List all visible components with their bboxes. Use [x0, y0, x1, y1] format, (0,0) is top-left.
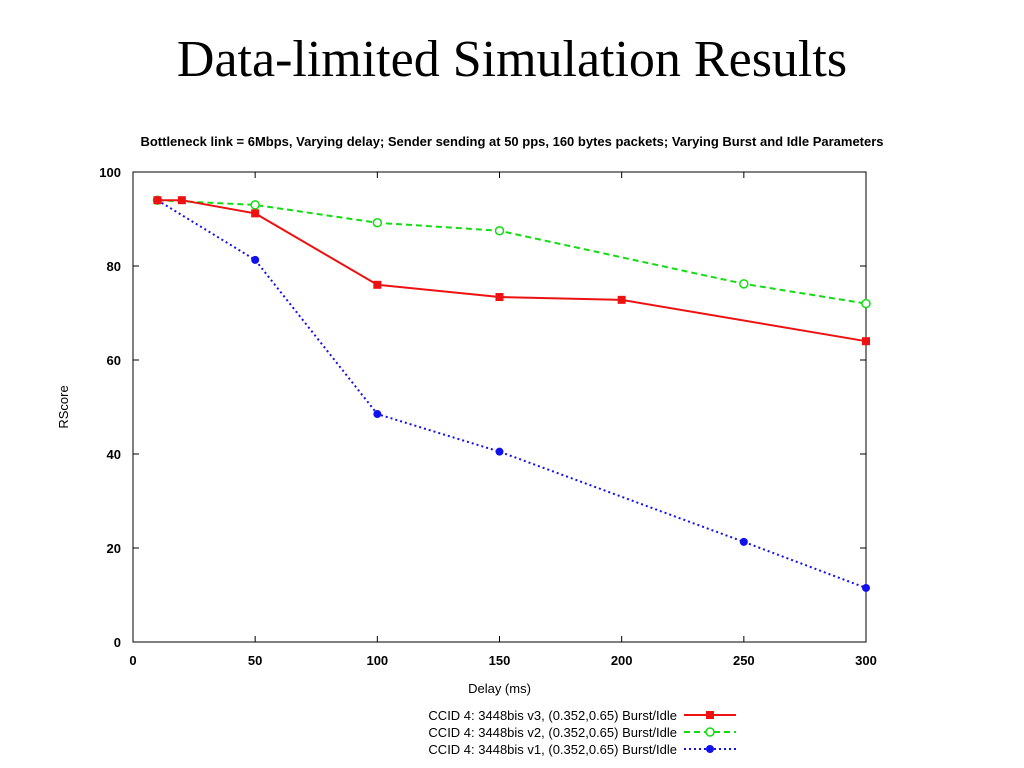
x-tick-label: 0 [129, 653, 136, 668]
data-point [251, 255, 260, 264]
data-point [862, 583, 870, 592]
legend-label: CCID 4: 3448bis v2, (0.352,0.65) Burst/I… [428, 725, 677, 740]
chart-title: Bottleneck link = 6Mbps, Varying delay; … [140, 134, 884, 149]
y-axis-label: RScore [56, 385, 71, 428]
data-point [617, 295, 626, 304]
y-tick-label: 100 [99, 165, 121, 180]
y-tick-label: 20 [107, 541, 121, 556]
data-point [177, 196, 186, 205]
series-line [156, 199, 867, 589]
data-point [372, 218, 383, 228]
data-point [251, 209, 260, 218]
legend: CCID 4: 3448bis v3, (0.352,0.65) Burst/I… [428, 708, 736, 757]
legend-label: CCID 4: 3448bis v1, (0.352,0.65) Burst/I… [428, 742, 677, 757]
series-3 [153, 196, 870, 592]
y-tick-label: 60 [107, 353, 121, 368]
data-point [373, 410, 382, 419]
data-point [495, 293, 504, 302]
data-point [153, 196, 162, 205]
data-point [861, 298, 871, 309]
y-tick-label: 80 [107, 259, 121, 274]
legend-swatch-marker [705, 727, 715, 737]
data-point [494, 226, 505, 236]
x-tick-label: 50 [248, 653, 262, 668]
series-layer [152, 195, 871, 592]
data-point [862, 337, 870, 346]
series-line [157, 199, 867, 305]
x-tick-label: 300 [855, 653, 877, 668]
y-tick-label: 0 [114, 635, 121, 650]
x-tick-label: 100 [366, 653, 388, 668]
slide-title: Data-limited Simulation Results [176, 31, 848, 88]
x-tick-label: 150 [489, 653, 511, 668]
data-point [739, 279, 749, 289]
data-point [373, 280, 382, 289]
plot-border [132, 171, 867, 643]
plot-frame: 0 50 100 150 200 250 300 0 20 40 60 80 100 Delay (ms)… [56, 165, 877, 696]
data-point [739, 537, 748, 546]
series-line [157, 199, 867, 343]
y-tick-label: 40 [107, 447, 121, 462]
x-axis-label: Delay (ms) [468, 681, 531, 696]
legend-swatch-marker [706, 711, 714, 719]
legend-label: CCID 4: 3448bis v3, (0.352,0.65) Burst/I… [428, 708, 677, 723]
x-tick-label: 200 [611, 653, 633, 668]
series-2 [152, 195, 871, 309]
data-point [250, 200, 260, 210]
series-1 [153, 196, 870, 346]
legend-swatch-marker [706, 745, 714, 753]
data-point [495, 447, 504, 456]
x-tick-label: 250 [733, 653, 755, 668]
